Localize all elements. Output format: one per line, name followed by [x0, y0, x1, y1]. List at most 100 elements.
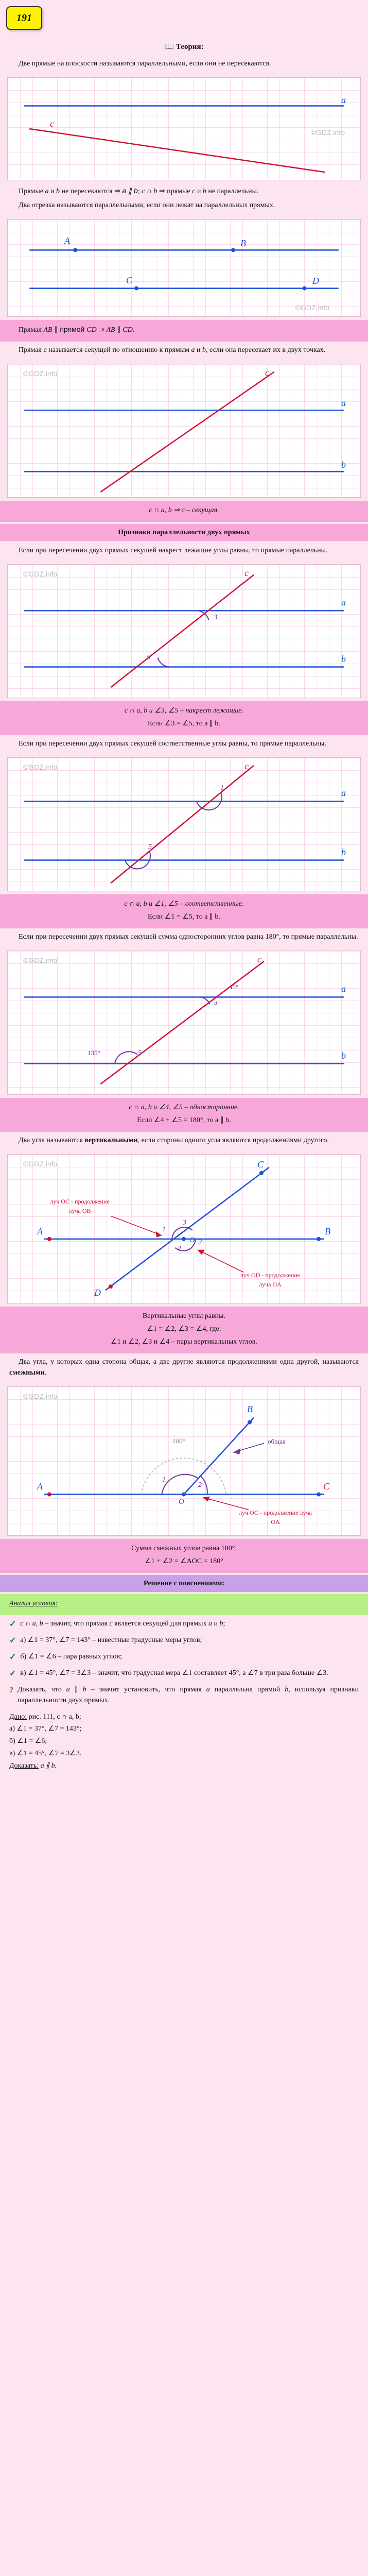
vert-intro-wrap: Два угла называются вертикальными, если …: [0, 1133, 368, 1151]
theory-p1: Две прямые на плоскости называются парал…: [9, 58, 359, 69]
question-row: ? Доказать, что a ∥ b – значит установит…: [0, 1682, 368, 1708]
d6-4: 4: [214, 999, 217, 1010]
adj-sum-box: Сумма смежных углов равна 180°. ∠1 + ∠2 …: [0, 1539, 368, 1573]
theory-p2: Прямые a и b не пересекаются ⇒ a ∥ b; c …: [9, 185, 359, 197]
theory-p5-wrap: Прямая c называется секущей по отношению…: [0, 343, 368, 361]
d7-2: 2: [198, 1237, 202, 1248]
diagram-7-svg: [8, 1155, 360, 1303]
sign2-l2: Если ∠1 = ∠5, то a ∥ b.: [9, 911, 359, 922]
d6-c: c: [257, 953, 261, 967]
theory-p3: Два отрезка называются параллельными, ес…: [9, 200, 359, 211]
check-icon: ✓: [9, 1618, 16, 1631]
given-block: Дано: рис. 111, c ∩ a, b; a) ∠1 = 37°, ∠…: [0, 1708, 368, 1775]
d8-A: A: [37, 1480, 43, 1494]
d6-a: a: [341, 982, 346, 996]
diagram-7: A B C D O 1 2 3 4 луч OC - продолжение л…: [7, 1154, 361, 1303]
signs-title: Признаки параллельности двух прямых: [0, 524, 368, 541]
d8-rayOC: луч OC - продолжение луча OA: [234, 1508, 317, 1527]
check-icon: ✓: [9, 1635, 16, 1647]
sign1-l1: c ∩ a, b и ∠3, ∠5 – накрест лежащие.: [9, 705, 359, 716]
d8-180: 180°: [172, 1436, 185, 1446]
d8-2: 2: [198, 1480, 202, 1490]
d5-5: 5: [148, 842, 152, 853]
vert-eq-box: Вертикальные углы равны. ∠1 = ∠2, ∠3 = ∠…: [0, 1307, 368, 1353]
diagram-1-svg: [8, 78, 360, 180]
chk4-row: ✓ в) ∠1 = 45°, ∠7 = 3∠3 – значит, что гр…: [0, 1666, 368, 1682]
d4-3: 3: [214, 612, 217, 623]
secant-rel: c ∩ a, b ⇒ c – секущая.: [9, 505, 359, 516]
diagram-3-svg: [8, 364, 360, 497]
d4-b: b: [341, 652, 346, 666]
question-txt: Доказать, что a ∥ b – значит установить,…: [17, 1684, 359, 1706]
question-icon: ?: [9, 1684, 13, 1697]
diagram-5: a b c 1 5 ©GDZ.info: [7, 757, 361, 891]
d4-a: a: [341, 596, 346, 609]
d6-5: 5: [138, 1048, 142, 1059]
diagram-5-svg: [8, 758, 360, 891]
d2-A: A: [64, 234, 70, 248]
theory-p1-wrap: Две прямые на плоскости называются парал…: [0, 56, 368, 74]
d5-1: 1: [220, 783, 224, 793]
sign1-wrap: Если при пересечении двух прямых секущей…: [0, 543, 368, 561]
adj-sum-title: Сумма смежных углов равна 180°.: [9, 1543, 359, 1554]
d8-C: C: [323, 1480, 329, 1494]
d7-1: 1: [162, 1224, 166, 1235]
theory-title-text: Теория:: [176, 43, 204, 51]
sign2-wrap: Если при пересечении двух прямых секущей…: [0, 736, 368, 754]
chk2: a) ∠1 = 37°, ∠7 = 143° – известные граду…: [20, 1635, 202, 1646]
diagram-6: a b c 4 5 45° 135° ©GDZ.info: [7, 951, 361, 1095]
sign3-l2: Если ∠4 + ∠5 = 180°, то a ∥ b.: [9, 1115, 359, 1126]
check-icon: ✓: [9, 1651, 16, 1664]
diagram-4: a b c 3 5 ©GDZ.info: [7, 564, 361, 698]
chk3: б) ∠1 = ∠6 – пара равных углов;: [20, 1651, 121, 1662]
d1-label-c: c: [50, 117, 54, 131]
d7-A: A: [37, 1225, 43, 1239]
vert-eq-pairs: ∠1 и ∠2, ∠3 и ∠4 – пары вертикальных угл…: [9, 1336, 359, 1347]
d6-45: 45°: [229, 982, 238, 992]
d7-D: D: [94, 1286, 101, 1300]
diagram-4-svg: [8, 565, 360, 698]
d3-c: c: [265, 366, 269, 380]
adj-intro: Два угла, у которых одна сторона общая, …: [9, 1357, 359, 1378]
secant-rel-box: c ∩ a, b ⇒ c – секущая.: [0, 501, 368, 522]
diagram-2-svg: [8, 219, 360, 316]
sign3-l1: c ∩ a, b и ∠4, ∠5 – односторонние.: [9, 1102, 359, 1113]
d7-3: 3: [183, 1217, 186, 1228]
problem-badge: 191: [6, 6, 42, 30]
chk4: в) ∠1 = 45°, ∠7 = 3∠3 – значит, что град…: [20, 1668, 328, 1679]
given-l2: a) ∠1 = 37°, ∠7 = 143°;: [9, 1723, 359, 1735]
sign1-txt: Если при пересечении двух прямых секущей…: [9, 545, 359, 556]
theory-p2-wrap: Прямые a и b не пересекаются ⇒ a ∥ b; c …: [0, 183, 368, 216]
check-icon: ✓: [9, 1668, 16, 1680]
given-line: Дано: рис. 111, c ∩ a, b;: [9, 1711, 359, 1723]
d4-c: c: [244, 566, 249, 580]
chk1-row: ✓ c ∩ a, b – значит, что прямая c являет…: [0, 1616, 368, 1633]
sign1-cond: c ∩ a, b и ∠3, ∠5 – накрест лежащие. Есл…: [0, 701, 368, 735]
sign1-l2: Если ∠3 = ∠5, то a ∥ b.: [9, 718, 359, 729]
diagram-1: a c ©GDZ.info: [7, 77, 361, 180]
d7-4: 4: [178, 1243, 181, 1254]
proofbox-title: Решение с пояснениями:: [0, 1575, 368, 1592]
d6-b: b: [341, 1049, 346, 1063]
chk2-row: ✓ a) ∠1 = 37°, ∠7 = 143° – известные гра…: [0, 1633, 368, 1649]
chk3-row: ✓ б) ∠1 = ∠6 – пара равных углов;: [0, 1649, 368, 1666]
d1-label-a: a: [341, 93, 346, 107]
d3-b: b: [341, 458, 346, 472]
vert-intro: Два угла называются вертикальными, если …: [9, 1135, 359, 1146]
toprove-line: Доказать: a ∥ b.: [9, 1760, 359, 1772]
sign2-txt: Если при пересечении двух прямых секущей…: [9, 738, 359, 749]
p4-box: Прямая AB ∥ прямой CD ⇒ AB ∥ CD.: [0, 320, 368, 342]
adj-sum-line: ∠1 + ∠2 = ∠AOC = 180°: [9, 1556, 359, 1567]
sign3-txt: Если при пересечении двух прямых секущей…: [9, 931, 359, 942]
diagram-8: A C B O 1 2 180° общая луч OC - продолже…: [7, 1386, 361, 1536]
given-l3: б) ∠1 = ∠6;: [9, 1735, 359, 1748]
adj-intro-wrap: Два угла, у которых одна сторона общая, …: [0, 1354, 368, 1383]
theory-title: 📖 Теория:: [0, 41, 368, 53]
sign2-cond: c ∩ a, b и ∠1, ∠5 – соответственные. Есл…: [0, 894, 368, 928]
d5-a: a: [341, 786, 346, 800]
d7-C: C: [257, 1158, 264, 1172]
d7-B: B: [325, 1225, 330, 1239]
d8-word: общая: [268, 1436, 286, 1447]
sign2-l1: c ∩ a, b и ∠1, ∠5 – соответственные.: [9, 899, 359, 909]
given-l4: в) ∠1 = 45°, ∠7 = 3∠3.: [9, 1748, 359, 1760]
